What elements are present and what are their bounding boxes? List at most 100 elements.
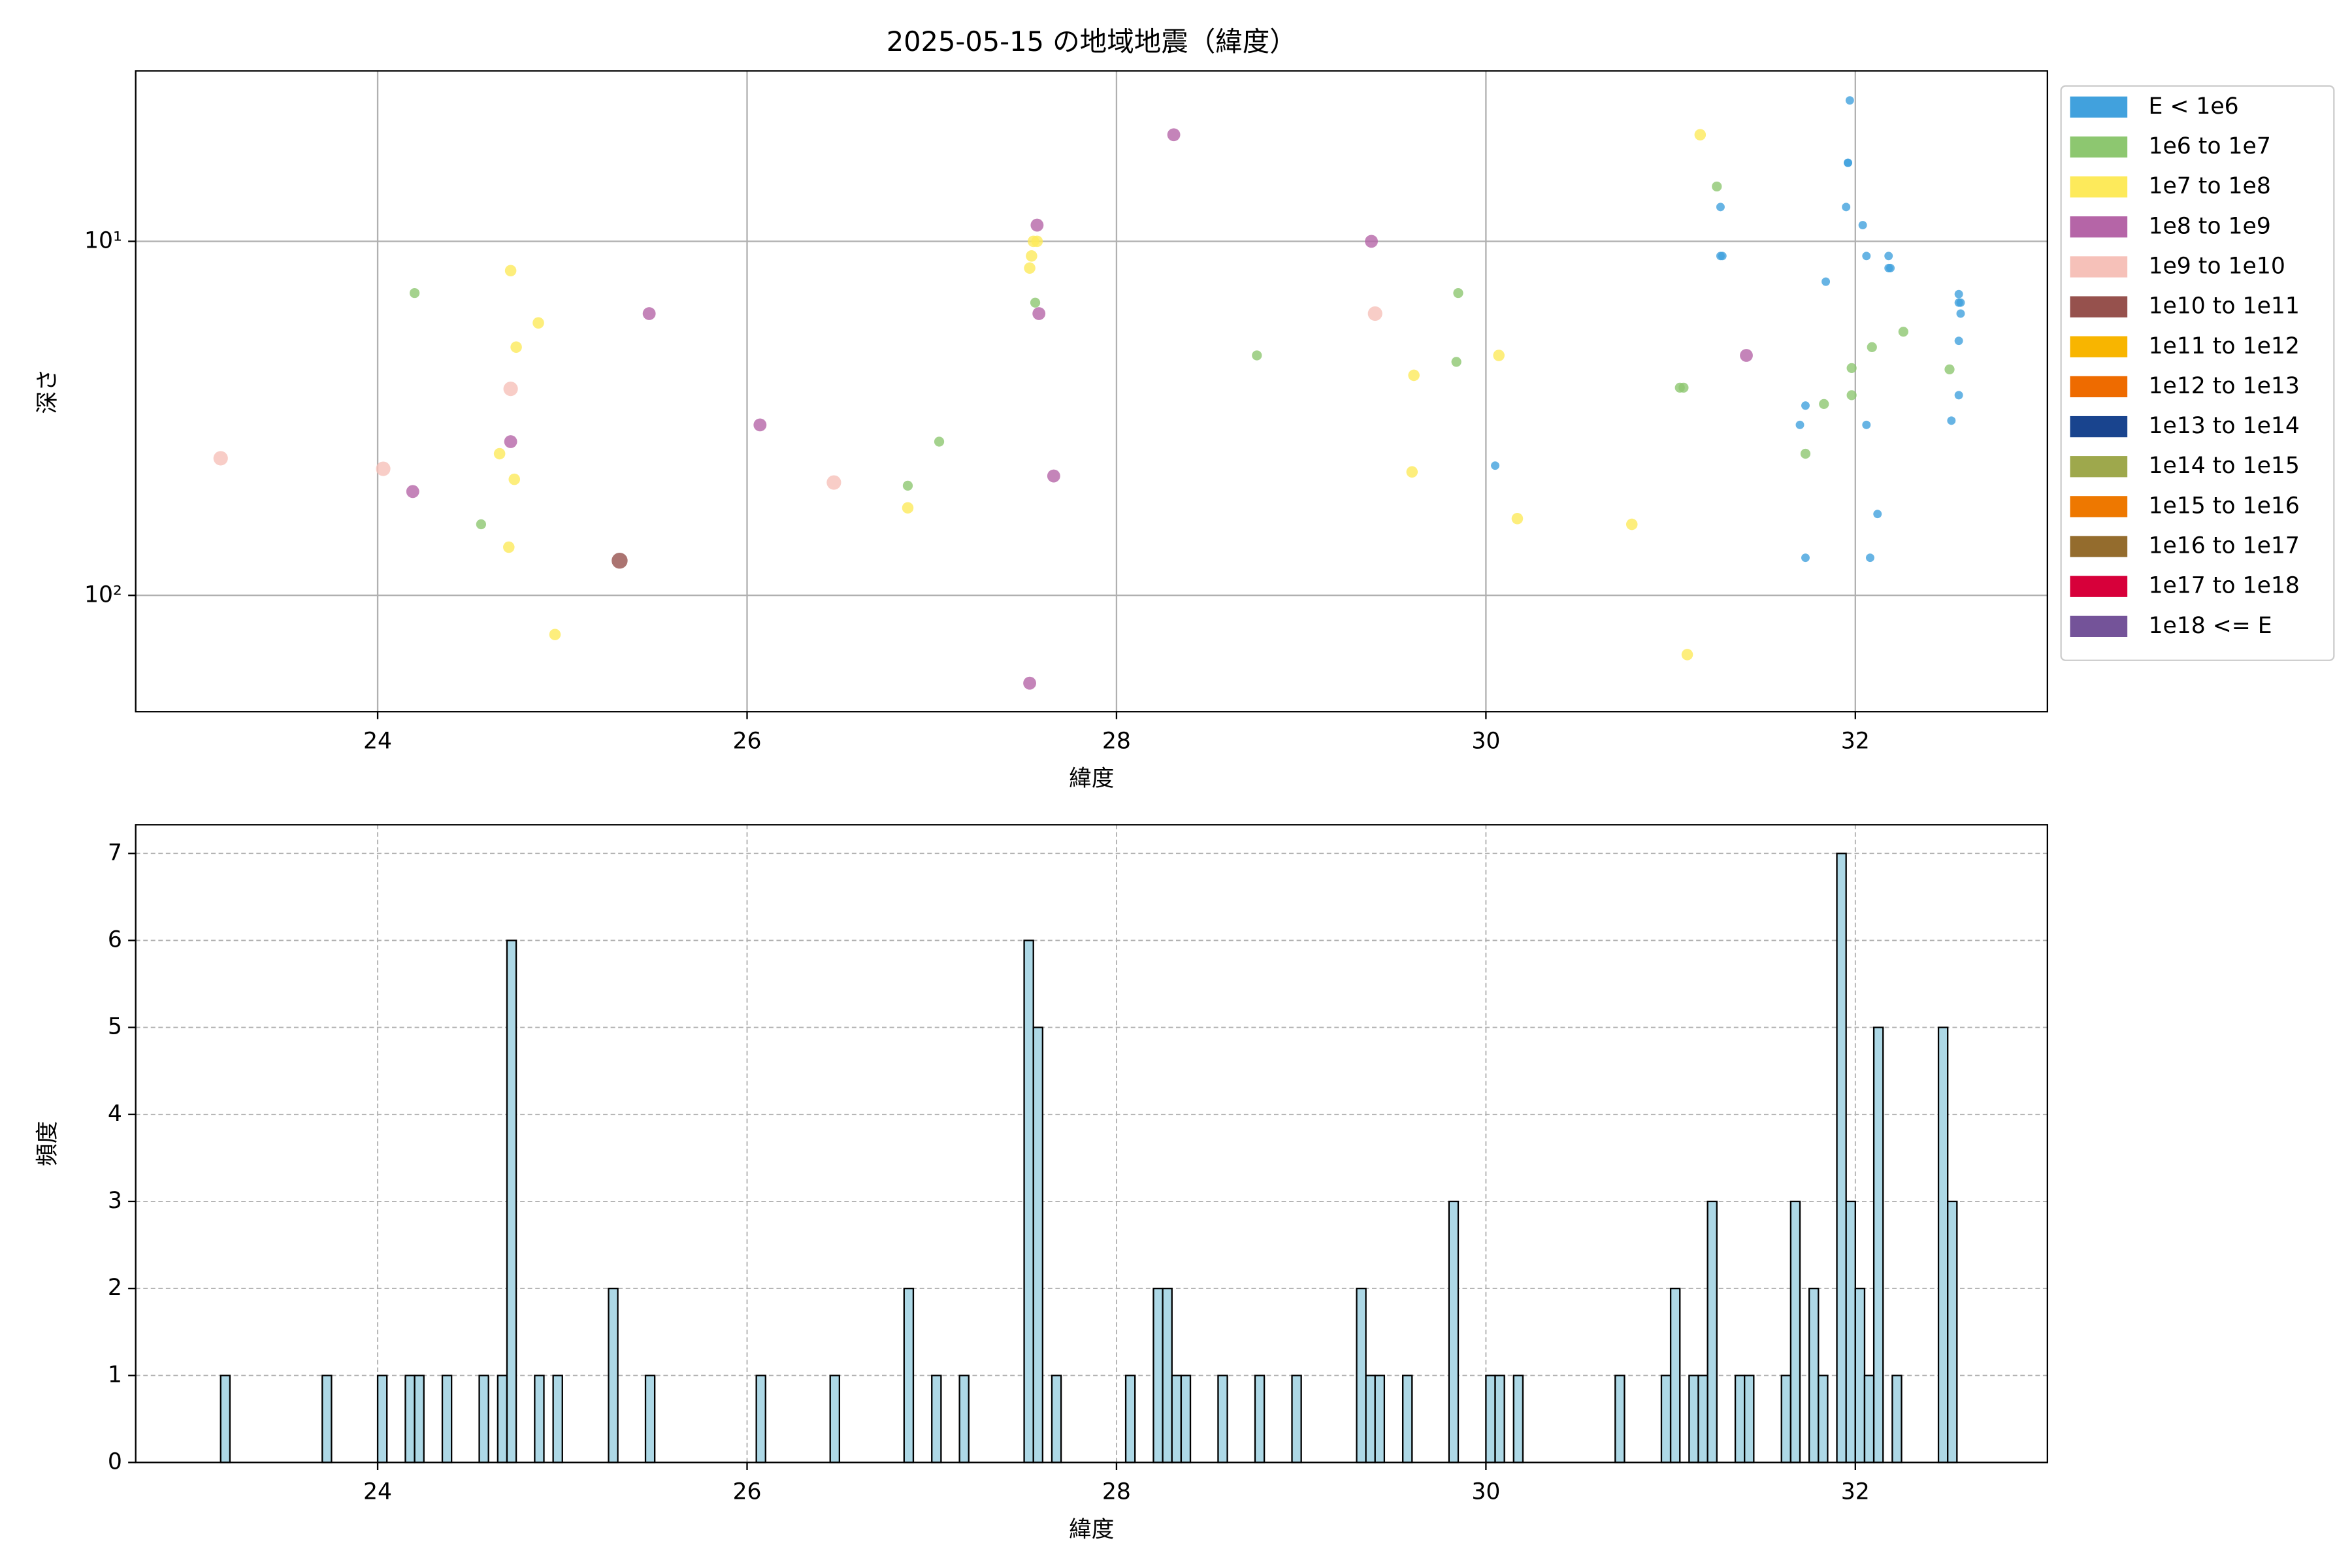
legend-swatch xyxy=(2070,216,2128,238)
bar xyxy=(755,1375,766,1463)
bar xyxy=(1854,1287,1866,1463)
legend-swatch xyxy=(2070,376,2128,398)
x-tick-label: 30 xyxy=(1471,1479,1500,1505)
point xyxy=(1947,416,1956,425)
bar xyxy=(1660,1375,1672,1463)
y-tick-label: 4 xyxy=(108,1101,122,1127)
point xyxy=(902,502,914,514)
x-tick-label: 26 xyxy=(732,728,761,754)
bar xyxy=(414,1375,425,1463)
bar xyxy=(1688,1375,1699,1463)
legend-swatch xyxy=(2070,456,2128,478)
bar xyxy=(1512,1375,1524,1463)
point xyxy=(1801,401,1810,410)
bar xyxy=(497,1375,508,1463)
bar xyxy=(1032,1026,1044,1463)
bar xyxy=(608,1287,619,1463)
point xyxy=(508,473,521,485)
x-tick-label: 26 xyxy=(732,1479,761,1505)
point xyxy=(504,265,517,277)
point xyxy=(1819,399,1829,409)
bar xyxy=(404,1375,416,1463)
x-tick-label: 30 xyxy=(1471,728,1500,754)
legend-label: 1e11 to 1e12 xyxy=(2148,333,2299,359)
legend-swatch xyxy=(2070,176,2128,198)
point xyxy=(409,287,420,299)
point xyxy=(1712,181,1722,192)
legend-label: 1e17 to 1e18 xyxy=(2148,573,2299,599)
legend-swatch xyxy=(2070,416,2128,438)
bar xyxy=(1744,1375,1755,1463)
x-tick-label: 28 xyxy=(1102,728,1131,754)
x-axis-label: 緯度 xyxy=(1069,1516,1114,1543)
bar xyxy=(644,1375,656,1463)
bar xyxy=(1808,1287,1820,1463)
bar xyxy=(441,1375,453,1463)
bar xyxy=(321,1375,333,1463)
point xyxy=(406,485,419,498)
point xyxy=(1954,336,1963,346)
legend-label: 1e18 <= E xyxy=(2148,613,2272,639)
legend-label: 1e8 to 1e9 xyxy=(2148,213,2270,239)
bar xyxy=(1707,1200,1718,1463)
legend-label: 1e15 to 1e16 xyxy=(2148,493,2299,519)
bar xyxy=(1937,1026,1949,1463)
bar xyxy=(1448,1200,1460,1463)
point xyxy=(1956,309,1965,318)
x-axis-label: 緯度 xyxy=(1069,766,1114,792)
bar xyxy=(1836,853,1847,1463)
y-tick-label: 10² xyxy=(84,581,122,608)
y-tick-label: 5 xyxy=(108,1014,122,1040)
point xyxy=(1694,129,1707,141)
bar xyxy=(1401,1375,1413,1463)
bar xyxy=(1180,1375,1192,1463)
bar xyxy=(1162,1287,1173,1463)
point xyxy=(1800,448,1811,459)
y-tick-label: 10¹ xyxy=(84,227,122,253)
point xyxy=(493,448,506,460)
point xyxy=(1681,649,1693,661)
point xyxy=(549,629,561,640)
point xyxy=(1453,287,1463,299)
legend-label: 1e10 to 1e11 xyxy=(2148,293,2299,319)
legend-label: 1e16 to 1e17 xyxy=(2148,533,2299,559)
point xyxy=(1846,363,1857,373)
bar xyxy=(903,1287,915,1463)
points xyxy=(213,96,1965,690)
point xyxy=(1032,307,1046,320)
point xyxy=(1252,350,1262,361)
x-tick-label: 32 xyxy=(1841,1479,1870,1505)
bar xyxy=(220,1375,231,1463)
point xyxy=(1047,469,1060,483)
point xyxy=(1408,369,1420,382)
bar xyxy=(1947,1200,1958,1463)
legend-box xyxy=(2060,85,2335,661)
legend-swatch xyxy=(2070,496,2128,517)
chart-title: 2025-05-15 の地域地震（緯度） xyxy=(887,25,1297,57)
bar xyxy=(1818,1375,1829,1463)
y-tick-label: 0 xyxy=(108,1448,122,1475)
bar xyxy=(478,1375,489,1463)
point xyxy=(1898,327,1908,337)
point xyxy=(1024,262,1036,274)
point xyxy=(1867,342,1877,352)
point xyxy=(642,307,656,320)
bar xyxy=(1697,1375,1708,1463)
y-axis-label: 頻度 xyxy=(35,1121,61,1166)
bar xyxy=(376,1375,388,1463)
bar xyxy=(1374,1375,1386,1463)
point xyxy=(1030,297,1041,308)
bar xyxy=(1789,1200,1801,1463)
bar xyxy=(1356,1287,1367,1463)
point xyxy=(1678,382,1689,393)
legend-swatch xyxy=(2070,96,2128,118)
point xyxy=(1844,158,1852,167)
legend-swatch xyxy=(2070,256,2128,278)
point xyxy=(1846,390,1857,400)
point xyxy=(503,382,518,397)
point xyxy=(1030,218,1044,232)
bar xyxy=(958,1375,970,1463)
x-tick-label: 24 xyxy=(363,728,392,754)
